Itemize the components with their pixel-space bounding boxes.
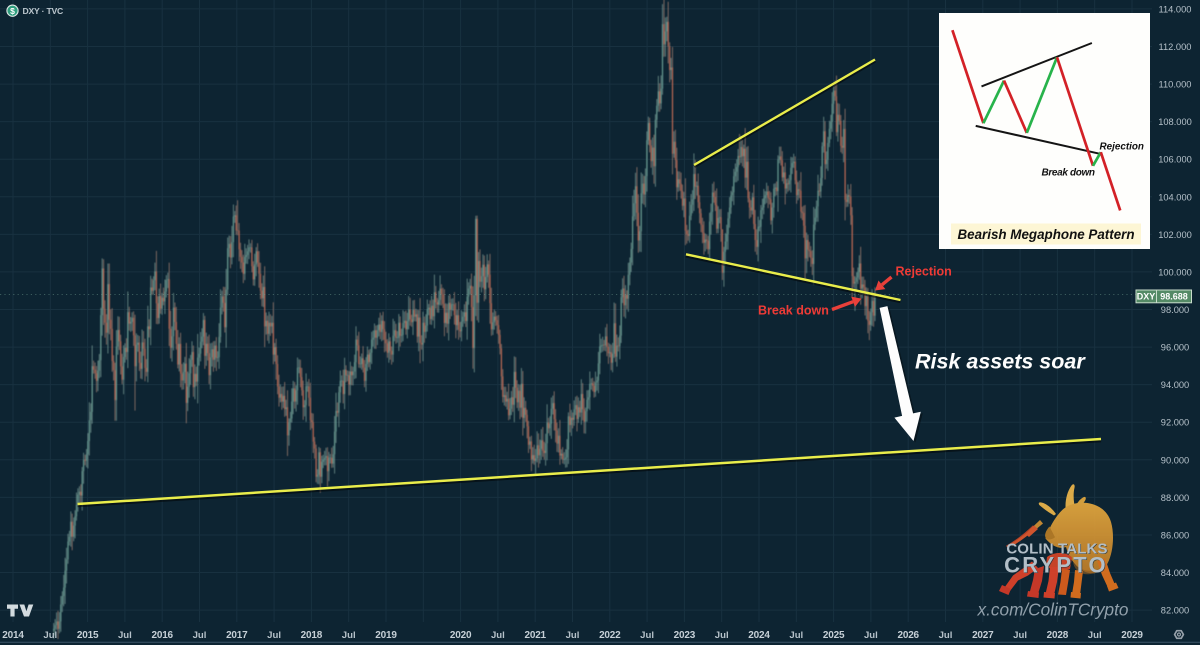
svg-text:Break down: Break down [1042, 168, 1095, 179]
svg-text:CRYPTO: CRYPTO [1005, 553, 1109, 578]
svg-text:DXY · TVC: DXY · TVC [23, 6, 64, 16]
svg-text:Jul: Jul [939, 630, 953, 641]
svg-text:Rejection: Rejection [896, 265, 952, 279]
svg-text:2018: 2018 [301, 630, 323, 641]
svg-text:2024: 2024 [748, 630, 770, 641]
svg-text:2016: 2016 [151, 630, 173, 641]
svg-text:2023: 2023 [674, 630, 696, 641]
svg-text:Jul: Jul [491, 630, 505, 641]
svg-text:Break down: Break down [758, 304, 829, 318]
svg-text:2019: 2019 [375, 630, 397, 641]
svg-text:94.000: 94.000 [1161, 380, 1189, 390]
svg-text:114.000: 114.000 [1159, 4, 1192, 14]
svg-text:82.000: 82.000 [1161, 606, 1189, 616]
svg-text:86.000: 86.000 [1161, 531, 1189, 541]
svg-text:108.000: 108.000 [1158, 117, 1192, 127]
svg-text:98.000: 98.000 [1161, 305, 1189, 315]
svg-text:DXY: DXY [1137, 291, 1156, 301]
svg-text:x.com/ColinTCrypto: x.com/ColinTCrypto [977, 600, 1129, 620]
svg-text:CRYPTO: CRYPTO [1004, 553, 1108, 578]
svg-text:2020: 2020 [450, 630, 472, 641]
svg-text:Risk assets soar: Risk assets soar [915, 350, 1086, 374]
svg-text:Jul: Jul [1013, 630, 1027, 641]
svg-text:90.000: 90.000 [1161, 455, 1189, 465]
svg-text:2028: 2028 [1047, 630, 1069, 641]
svg-text:Rejection: Rejection [1100, 142, 1144, 153]
svg-text:88.000: 88.000 [1161, 493, 1189, 503]
svg-text:2014: 2014 [2, 630, 24, 641]
svg-text:2015: 2015 [77, 630, 99, 641]
svg-text:Jul: Jul [118, 630, 132, 641]
svg-text:$: $ [10, 6, 15, 16]
svg-text:Jul: Jul [640, 630, 654, 641]
svg-text:102.000: 102.000 [1158, 230, 1192, 240]
svg-text:COLIN TALKS: COLIN TALKS [1006, 541, 1107, 558]
svg-text:2027: 2027 [972, 630, 994, 641]
svg-text:2025: 2025 [823, 630, 845, 641]
svg-text:Jul: Jul [267, 630, 281, 641]
svg-text:2022: 2022 [599, 630, 621, 641]
svg-text:92.000: 92.000 [1161, 418, 1189, 428]
svg-text:2017: 2017 [226, 630, 248, 641]
svg-text:COLIN TALKS: COLIN TALKS [1007, 541, 1108, 558]
svg-text:Bearish Megaphone Pattern: Bearish Megaphone Pattern [957, 227, 1134, 242]
svg-text:Jul: Jul [43, 630, 57, 641]
svg-text:104.000: 104.000 [1158, 192, 1192, 202]
svg-text:110.000: 110.000 [1159, 80, 1192, 90]
svg-text:Jul: Jul [342, 630, 356, 641]
svg-text:Jul: Jul [789, 630, 803, 641]
svg-text:84.000: 84.000 [1161, 568, 1189, 578]
svg-text:112.000: 112.000 [1159, 42, 1192, 52]
svg-text:2026: 2026 [897, 630, 919, 641]
svg-text:Jul: Jul [566, 630, 580, 641]
svg-text:106.000: 106.000 [1158, 155, 1192, 165]
svg-text:Jul: Jul [715, 630, 729, 641]
svg-text:Jul: Jul [864, 630, 878, 641]
svg-text:2029: 2029 [1121, 630, 1143, 641]
svg-text:98.688: 98.688 [1160, 291, 1188, 301]
svg-text:Jul: Jul [1088, 630, 1102, 641]
svg-text:2021: 2021 [524, 630, 546, 641]
svg-text:100.000: 100.000 [1158, 267, 1192, 277]
svg-text:96.000: 96.000 [1161, 343, 1189, 353]
svg-text:Jul: Jul [193, 630, 207, 641]
